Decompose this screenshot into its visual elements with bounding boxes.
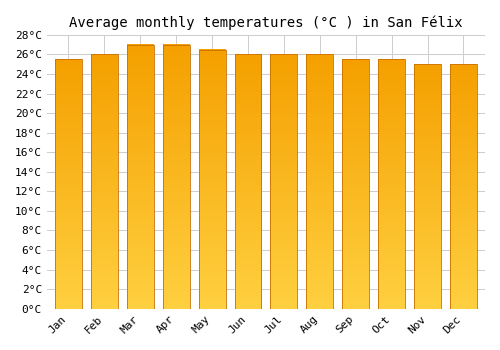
- Bar: [162, 44, 190, 309]
- Bar: [198, 49, 226, 309]
- Bar: [378, 59, 405, 309]
- Bar: [450, 64, 477, 309]
- Bar: [414, 64, 441, 309]
- Bar: [234, 54, 262, 309]
- Title: Average monthly temperatures (°C ) in San Félix: Average monthly temperatures (°C ) in Sa…: [69, 15, 462, 29]
- Bar: [342, 59, 369, 309]
- Bar: [91, 54, 118, 309]
- Bar: [270, 54, 297, 309]
- Bar: [55, 59, 82, 309]
- Bar: [306, 54, 334, 309]
- Bar: [127, 44, 154, 309]
